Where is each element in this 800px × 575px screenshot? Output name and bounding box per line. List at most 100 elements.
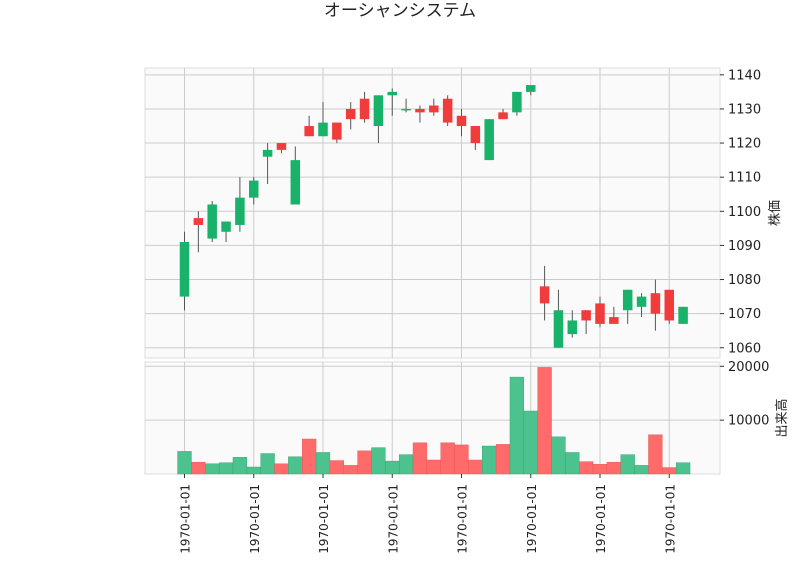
volume-bar xyxy=(274,463,289,475)
candle-body xyxy=(290,160,301,205)
volume-bar xyxy=(177,451,192,475)
volume-panel: 10000 20000 出来高 xyxy=(144,360,790,475)
price-y-tick-label: 1080 xyxy=(728,273,761,288)
volume-bar xyxy=(246,466,261,475)
x-axis: 1970-01-01 1970-01-01 1970-01-01 1970-01-01… xyxy=(179,474,677,554)
volume-bar xyxy=(398,454,414,475)
candle xyxy=(650,279,661,331)
candle xyxy=(498,108,508,120)
volume-bar xyxy=(675,462,691,475)
volume-bar xyxy=(648,434,663,475)
volume-bar xyxy=(606,461,621,475)
candle xyxy=(179,231,190,311)
volume-y-label: 出来高 xyxy=(774,398,790,437)
volume-bar xyxy=(371,447,386,475)
x-tick-label: 1970-01-01 xyxy=(248,484,262,554)
x-tick-label: 1970-01-01 xyxy=(456,484,470,554)
price-panel: 1060 1070 1080 1090 1100 1110 1120 1130 1140 株価 xyxy=(144,67,783,359)
candle xyxy=(318,102,328,137)
candle xyxy=(567,310,578,338)
candle xyxy=(512,91,522,116)
candle-body xyxy=(553,310,564,348)
price-y-tick-label: 1100 xyxy=(728,205,761,220)
volume-y-tick-label: 10000 xyxy=(728,414,769,429)
volume-bar xyxy=(232,457,248,475)
volume-bar xyxy=(468,459,483,475)
volume-bar xyxy=(315,452,331,475)
candle xyxy=(235,177,245,232)
candle xyxy=(221,221,231,242)
candle-body xyxy=(470,126,481,144)
chart-title: オーシャンシステム xyxy=(324,1,476,21)
volume-bar xyxy=(662,467,677,475)
volume-bars xyxy=(177,367,691,475)
x-tick-label: 1970-01-01 xyxy=(386,484,400,554)
price-y-axis: 1060 1070 1080 1090 1100 1110 1120 1130 1140 xyxy=(720,68,761,356)
candle xyxy=(332,122,342,144)
candle xyxy=(636,293,647,318)
candle-body xyxy=(442,98,453,123)
volume-y-axis: 10000 20000 xyxy=(720,360,769,429)
volume-bar xyxy=(343,465,358,475)
candle xyxy=(526,85,536,96)
volume-bar xyxy=(537,367,552,475)
volume-bar xyxy=(592,464,608,475)
volume-bar xyxy=(482,445,497,475)
volume-bar xyxy=(288,456,303,475)
candle xyxy=(581,310,591,335)
candle xyxy=(290,146,301,205)
volume-bar xyxy=(191,461,206,475)
volume-bar xyxy=(523,410,538,475)
volume-bar xyxy=(495,444,511,475)
candle xyxy=(373,95,384,144)
candle-body xyxy=(345,108,356,120)
candle-body xyxy=(636,296,647,307)
volume-bar xyxy=(440,442,455,475)
candle-body xyxy=(484,119,494,161)
candle-body xyxy=(498,112,508,120)
volume-y-tick-label: 20000 xyxy=(728,360,769,375)
candle xyxy=(595,296,605,328)
volume-bar xyxy=(509,376,525,475)
price-y-tick-label: 1070 xyxy=(728,307,761,322)
volume-bar xyxy=(565,452,580,475)
candle-body xyxy=(415,108,425,113)
candle-body xyxy=(318,122,328,137)
candle-body xyxy=(249,180,259,198)
candle xyxy=(401,98,411,113)
candle xyxy=(539,265,550,321)
price-y-tick-label: 1060 xyxy=(728,341,761,356)
price-y-tick-label: 1120 xyxy=(728,137,761,152)
candle-body xyxy=(567,320,578,335)
price-y-label: 株価 xyxy=(768,200,783,226)
candle xyxy=(249,177,259,205)
candles xyxy=(179,85,688,348)
volume-bar xyxy=(551,436,566,475)
candle xyxy=(276,143,287,154)
volume-bar xyxy=(454,444,469,475)
x-tick-label: 1970-01-01 xyxy=(317,484,331,554)
candle-body xyxy=(595,303,605,324)
candle xyxy=(553,289,564,348)
candle-body xyxy=(179,242,190,297)
volume-bar xyxy=(260,453,275,475)
x-tick-label: 1970-01-01 xyxy=(525,484,539,554)
candle xyxy=(442,95,453,126)
candle xyxy=(622,289,633,324)
volume-bar xyxy=(302,438,317,475)
candle-body xyxy=(456,115,467,126)
candle-body xyxy=(262,149,273,157)
candle-body xyxy=(526,85,536,92)
candle xyxy=(262,143,273,184)
candle xyxy=(664,289,674,324)
candle-body xyxy=(373,95,384,126)
volume-bar xyxy=(620,454,635,475)
candle xyxy=(193,211,204,253)
candle xyxy=(470,126,481,150)
candle xyxy=(429,98,439,116)
volume-bar xyxy=(329,460,344,475)
candle-body xyxy=(512,91,522,113)
candle xyxy=(609,306,619,324)
volume-bar xyxy=(218,462,234,475)
